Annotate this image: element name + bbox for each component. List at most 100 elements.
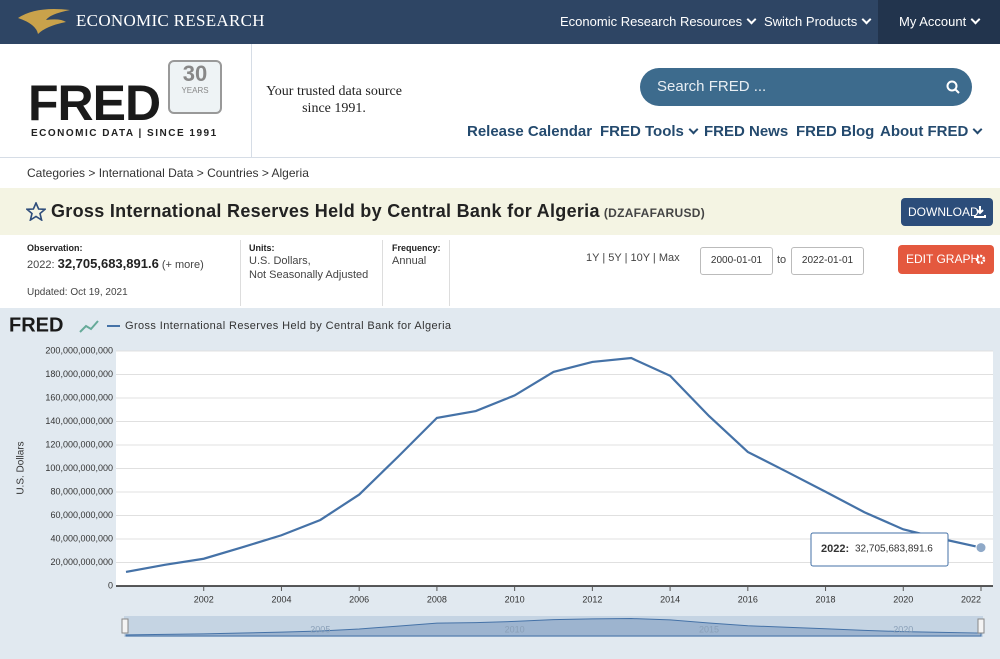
crumb[interactable]: Categories (27, 166, 86, 180)
separator (251, 44, 252, 157)
units: U.S. Dollars, (249, 255, 311, 267)
to-label: to (777, 254, 787, 266)
frequency-label: Frequency: (392, 243, 441, 253)
series-id: (DZAFAFARUSD) (603, 206, 706, 220)
gear-icon (975, 254, 986, 265)
tagline: since 1991. (302, 101, 366, 116)
navigator-handle (121, 618, 129, 634)
download-label: DOWNLOAD (908, 205, 979, 219)
navigator-area (125, 618, 982, 637)
range-button[interactable]: Max (658, 252, 680, 264)
x-tick-label: 2002 (194, 594, 214, 604)
range-button[interactable]: 1Y (586, 252, 600, 264)
navigator-tick-label: 2005 (310, 624, 330, 634)
badge-text: YEARS (181, 86, 209, 95)
logo-subtitle: ECONOMIC DATA | SINCE 1991 (31, 128, 218, 139)
y-tick-label: 80,000,000,000 (50, 486, 113, 496)
chart: FRED Gross International Reserves Held b… (0, 308, 1000, 659)
main-nav-link[interactable]: FRED Tools (600, 123, 697, 140)
title-bar: Gross International Reserves Held by Cen… (0, 188, 1000, 235)
star-icon[interactable] (26, 202, 46, 221)
tooltip-date: 2022: (821, 543, 849, 555)
y-tick-label: 180,000,000,000 (45, 369, 113, 379)
series-line (125, 356, 982, 573)
brand-eagle (18, 9, 70, 34)
anniversary-badge: 30 YEARS (168, 60, 222, 114)
navigator-tick-label: 2020 (893, 624, 913, 634)
frequency: Annual (392, 255, 427, 267)
start-date[interactable]: 2000-01-01 (700, 247, 773, 275)
y-tick-label: 160,000,000,000 (45, 392, 113, 402)
x-tick-label: 2022 (961, 594, 981, 604)
nav-link[interactable]: Economic Research Resources (560, 14, 755, 29)
navigator-handle (977, 618, 985, 634)
main-nav-link[interactable]: Release Calendar (467, 123, 593, 140)
x-tick-label: 2010 (505, 594, 525, 604)
crumb[interactable]: Countries (193, 166, 258, 180)
legend-label: Gross International Reserves Held by Cen… (125, 320, 452, 332)
download-icon (974, 206, 986, 218)
hover-marker (975, 542, 987, 554)
y-tick-label: 120,000,000,000 (45, 439, 113, 449)
crumb[interactable]: Algeria (259, 166, 309, 180)
observation-value: 32,705,683,891.6 (57, 256, 159, 271)
chart-logo-icon (79, 320, 99, 333)
separator (449, 240, 450, 306)
separator (240, 240, 241, 306)
x-tick-label: 2006 (349, 594, 369, 604)
search-placeholder: Search FRED ... (657, 78, 767, 95)
crumb[interactable]: International Data (85, 166, 193, 180)
observation-date: 2022: (27, 259, 55, 271)
main-nav-link[interactable]: FRED News (704, 123, 789, 140)
range-button[interactable]: 10Y (630, 252, 650, 264)
nav-link[interactable]: My Account (899, 14, 979, 29)
x-tick-label: 2018 (816, 594, 836, 604)
units: Not Seasonally Adjusted (249, 269, 369, 281)
header: FRED ECONOMIC DATA | SINCE 1991 30 YEARS … (0, 44, 1000, 158)
search-box[interactable]: Search FRED ... (640, 68, 972, 106)
separator (382, 240, 383, 306)
main-nav-link[interactable]: About FRED (880, 123, 981, 140)
y-tick-label: 20,000,000,000 (50, 557, 113, 567)
edit-graph-button[interactable]: EDIT GRAPH (898, 245, 994, 274)
logo[interactable]: FRED (28, 75, 161, 131)
edit-graph-label: EDIT GRAPH (906, 252, 980, 266)
breadcrumb: CategoriesInternational DataCountriesAlg… (27, 166, 309, 180)
main-nav-link[interactable]: FRED Blog (796, 123, 875, 140)
y-tick-label: 60,000,000,000 (50, 510, 113, 520)
navigator-tick-label: 2010 (505, 624, 525, 634)
chart-logo: FRED (9, 314, 63, 336)
x-tick-label: 2008 (427, 594, 447, 604)
units-label: Units: (249, 243, 275, 253)
navigator-tick-label: 2015 (699, 624, 719, 634)
series-title: Gross International Reserves Held by Cen… (51, 201, 705, 222)
y-tick-label: 200,000,000,000 (45, 345, 113, 355)
range-button[interactable]: 5Y (608, 252, 622, 264)
tagline: Your trusted data source (266, 84, 402, 99)
search-icon (946, 80, 960, 94)
y-tick-label: 140,000,000,000 (45, 416, 113, 426)
updated: Updated: Oct 19, 2021 (27, 287, 128, 298)
observation: 2022: 32,705,683,891.6 (+ more) (27, 256, 204, 271)
y-tick-label: 0 (108, 580, 113, 590)
observation-more[interactable]: (+ more) (161, 259, 204, 271)
x-tick-label: 2014 (660, 594, 680, 604)
series-title-text: Gross International Reserves Held by Cen… (51, 201, 600, 221)
nav-link[interactable]: Switch Products (764, 14, 870, 29)
y-tick-label: 40,000,000,000 (50, 533, 113, 543)
x-tick-label: 2012 (582, 594, 602, 604)
badge-number: 30 (182, 61, 208, 86)
top-bar: ECONOMIC RESEARCH Economic Research Reso… (0, 0, 1000, 44)
y-axis-label: U.S. Dollars (16, 441, 27, 494)
tooltip-value: 32,705,683,891.6 (855, 544, 933, 555)
range-buttons: 1Y | 5Y | 10Y | Max (586, 252, 680, 264)
x-tick-label: 2016 (738, 594, 758, 604)
download-button[interactable]: DOWNLOAD (901, 198, 993, 226)
y-tick-label: 100,000,000,000 (45, 463, 113, 473)
end-date[interactable]: 2022-01-01 (791, 247, 864, 275)
observation-label: Observation: (27, 243, 83, 253)
tooltip (810, 532, 949, 567)
brand-name: ECONOMIC RESEARCH (76, 11, 265, 30)
